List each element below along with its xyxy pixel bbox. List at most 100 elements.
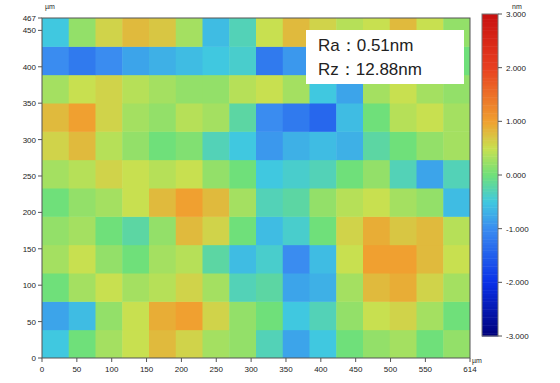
cell (69, 46, 96, 75)
cell (256, 216, 283, 245)
cell (122, 245, 149, 274)
cell (42, 245, 69, 274)
cell (390, 160, 417, 189)
x-tick-label: 500 (384, 365, 398, 374)
colorbar-tick (498, 228, 502, 229)
cell (417, 216, 444, 245)
cell (229, 216, 256, 245)
cell (417, 131, 444, 160)
cell (122, 160, 149, 189)
x-tick-label: 250 (210, 365, 224, 374)
cell (203, 160, 230, 189)
colorbar-tick-label: -1.000 (506, 225, 529, 234)
cell (149, 160, 176, 189)
y-tick-label: 467 (23, 14, 37, 23)
cell (256, 301, 283, 330)
cell (390, 103, 417, 132)
cell (256, 46, 283, 75)
cell (42, 188, 69, 217)
cell (203, 188, 230, 217)
heatmap (42, 18, 470, 358)
y-tick-label: 50 (27, 318, 36, 327)
cell (443, 301, 470, 330)
cell (149, 216, 176, 245)
cell (42, 18, 69, 47)
cell (443, 245, 470, 274)
cell (176, 245, 203, 274)
cell (96, 188, 123, 217)
cell (96, 245, 123, 274)
cell (256, 188, 283, 217)
cell (42, 273, 69, 302)
colorbar-tick (498, 14, 502, 15)
cell (176, 160, 203, 189)
cell (149, 330, 176, 358)
annotation: Rz：12.88nm (318, 60, 422, 79)
cell (256, 18, 283, 47)
cell (96, 330, 123, 358)
y-tick (38, 248, 42, 249)
x-tick (146, 358, 147, 362)
y-tick (38, 175, 42, 176)
cell (229, 301, 256, 330)
cell (363, 160, 390, 189)
colorbar-tick-label: -2.000 (506, 278, 529, 287)
cell (69, 301, 96, 330)
cell (69, 131, 96, 160)
cell (149, 131, 176, 160)
cell (149, 75, 176, 104)
cell (310, 245, 337, 274)
cell (176, 103, 203, 132)
cell (417, 103, 444, 132)
cell (149, 46, 176, 75)
x-tick (111, 358, 112, 362)
cell (283, 273, 310, 302)
cell (310, 216, 337, 245)
y-axis-label: µm (45, 3, 55, 11)
cell (203, 330, 230, 358)
cell (229, 46, 256, 75)
cell (122, 273, 149, 302)
cell (443, 330, 470, 358)
cell (69, 330, 96, 358)
cell (229, 103, 256, 132)
cell (69, 216, 96, 245)
colorbar-tick (498, 282, 502, 283)
y-tick-label: 250 (23, 172, 37, 181)
cell (122, 75, 149, 104)
x-tick (390, 358, 391, 362)
cell (283, 188, 310, 217)
cell (283, 75, 310, 104)
cell (283, 330, 310, 358)
cell (390, 188, 417, 217)
x-tick (320, 358, 321, 362)
plot-frame (42, 18, 470, 358)
cell (310, 273, 337, 302)
colorbar-tick (498, 175, 502, 176)
cell (363, 103, 390, 132)
x-tick (76, 358, 77, 362)
x-tick-label: 550 (419, 365, 433, 374)
cell (443, 160, 470, 189)
cell (42, 301, 69, 330)
cell (176, 216, 203, 245)
cell (336, 188, 363, 217)
cell (363, 216, 390, 245)
colorbar-tick-label: 2.000 (506, 64, 527, 73)
cell (42, 46, 69, 75)
cell (336, 131, 363, 160)
y-tick-label: 400 (23, 63, 37, 72)
cell (122, 46, 149, 75)
cell (149, 18, 176, 47)
cell (42, 131, 69, 160)
cell (256, 75, 283, 104)
colorbar-tick (498, 67, 502, 68)
cell (42, 330, 69, 358)
x-tick (470, 358, 471, 362)
cell (69, 273, 96, 302)
x-axis-label: µm (472, 357, 482, 365)
cell (229, 131, 256, 160)
x-tick-label: 100 (105, 365, 119, 374)
cell (283, 301, 310, 330)
cell (176, 18, 203, 47)
